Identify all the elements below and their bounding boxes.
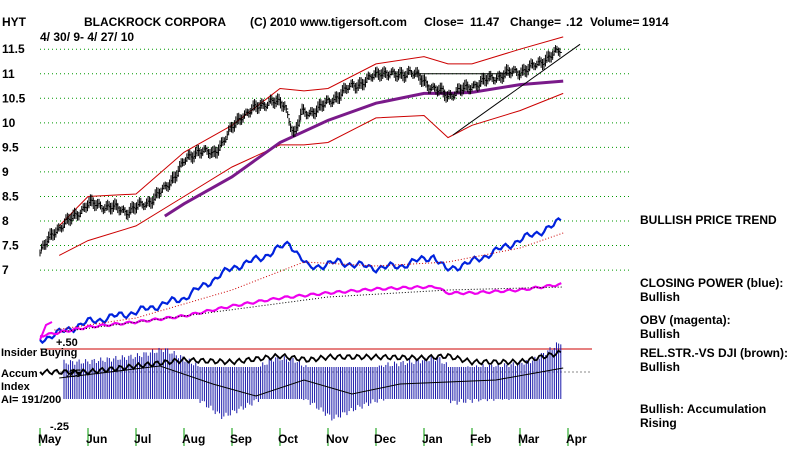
y-tick-label: 8 — [2, 214, 9, 228]
y-tick-label: 7 — [2, 263, 9, 277]
y-tick-label: 11.5 — [2, 42, 25, 56]
y-tick-label: 9 — [2, 165, 9, 179]
axis-ticks: 11.5 11 10.5 10 9.5 9 8.5 8 7.5 7 May Jun Jul Aug Sep O… — [2, 42, 587, 446]
change-value: .12 — [566, 15, 583, 29]
x-tick-label: Feb — [470, 432, 491, 446]
close-label: Close= — [424, 15, 464, 29]
side-label-closing-power: CLOSING POWER (blue): Bullish — [640, 276, 784, 304]
volume-value: 1914 — [642, 15, 669, 29]
side-label-rel-str: REL.STR.-VS DJI (brown): Bullish — [640, 346, 788, 374]
side-label-obv: OBV (magenta): Bullish — [640, 313, 731, 341]
y-tick-label: 10 — [2, 116, 16, 130]
x-tick-label: Apr — [566, 432, 587, 446]
plus50-label: +.50 — [56, 337, 78, 349]
series-trendline — [452, 43, 581, 136]
side-label-accumulation: Bullish: Accumulation Rising — [640, 402, 767, 430]
y-tick-label: 9.5 — [2, 140, 19, 154]
rel-str-line — [39, 349, 562, 376]
company-name: BLACKROCK CORPORA — [84, 15, 226, 29]
ai-label: AI= 191/200 — [1, 394, 61, 406]
change-label: Change= — [510, 15, 561, 29]
indicator-panel — [39, 321, 592, 421]
accum-label: Accum — [1, 368, 38, 380]
y-tick-label: 8.5 — [2, 189, 19, 203]
obv-ma — [59, 286, 564, 333]
minus25-label: -.25 — [50, 421, 69, 433]
price-panel — [39, 36, 581, 345]
y-tick-label: 11 — [2, 67, 15, 81]
x-tick-label: Oct — [278, 432, 298, 446]
y-tick-label: 7.5 — [2, 239, 19, 253]
x-tick-label: Jun — [86, 432, 107, 446]
grid-lines — [40, 48, 632, 271]
closing-power-ma — [54, 232, 564, 331]
side-label-price-trend: BULLISH PRICE TREND — [640, 213, 777, 227]
accum-ma — [59, 365, 564, 397]
series-moving-average — [163, 79, 564, 218]
obv-line — [39, 282, 562, 338]
closing-power-line — [39, 216, 562, 345]
x-tick-label: Jul — [134, 432, 151, 446]
plus25-label: .25 — [66, 368, 81, 380]
volume-label: Volume= — [590, 15, 639, 29]
symbol-label: HYT — [2, 15, 27, 29]
insider-label: Insider Buying — [1, 347, 77, 359]
y-tick-label: 10.5 — [2, 91, 26, 105]
obv-start-tick — [39, 321, 53, 341]
date-range: 4/ 30/ 9- 4/ 27/ 10 — [40, 30, 134, 44]
series-lower-band — [58, 92, 564, 256]
series-upper-band — [58, 36, 564, 227]
x-tick-label: Dec — [374, 432, 396, 446]
x-tick-label: Mar — [518, 432, 540, 446]
x-tick-label: Sep — [230, 432, 252, 446]
x-tick-label: Nov — [326, 432, 349, 446]
index-label: Index — [1, 381, 31, 393]
x-tick-label: Aug — [182, 432, 205, 446]
x-tick-label: May — [38, 432, 62, 446]
x-tick-label: Jan — [422, 432, 443, 446]
copyright-label: (C) 2010 www.tigersoft.com — [250, 15, 407, 29]
close-value: 11.47 — [470, 15, 500, 29]
